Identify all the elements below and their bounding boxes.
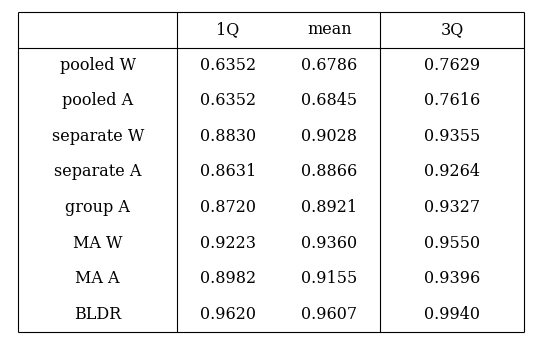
Text: 0.9028: 0.9028	[301, 128, 357, 145]
Text: 0.9327: 0.9327	[424, 199, 480, 216]
Text: 0.8720: 0.8720	[200, 199, 256, 216]
Text: 0.6352: 0.6352	[200, 93, 256, 109]
Text: pooled A: pooled A	[62, 93, 133, 109]
Text: 0.9940: 0.9940	[424, 306, 480, 323]
Text: 0.9607: 0.9607	[301, 306, 357, 323]
Text: 0.8866: 0.8866	[301, 163, 357, 181]
Text: 0.8982: 0.8982	[200, 270, 256, 287]
Text: 0.9360: 0.9360	[301, 235, 357, 251]
Text: BLDR: BLDR	[74, 306, 121, 323]
Text: 0.9355: 0.9355	[424, 128, 480, 145]
Text: 0.9620: 0.9620	[200, 306, 256, 323]
Text: 0.8830: 0.8830	[200, 128, 256, 145]
Text: 0.7616: 0.7616	[424, 93, 480, 109]
Text: separate A: separate A	[54, 163, 141, 181]
Text: MA A: MA A	[75, 270, 120, 287]
Text: MA W: MA W	[73, 235, 122, 251]
Text: 0.6786: 0.6786	[301, 57, 357, 74]
Text: 0.9264: 0.9264	[424, 163, 480, 181]
Text: 0.8921: 0.8921	[301, 199, 357, 216]
Text: 1Q: 1Q	[216, 21, 240, 38]
Text: mean: mean	[307, 21, 352, 38]
Text: 0.6845: 0.6845	[301, 93, 357, 109]
Text: pooled W: pooled W	[60, 57, 136, 74]
Text: 0.6352: 0.6352	[200, 57, 256, 74]
Text: 0.9550: 0.9550	[424, 235, 480, 251]
Text: group A: group A	[65, 199, 130, 216]
Text: 0.9223: 0.9223	[200, 235, 256, 251]
Text: 0.9155: 0.9155	[301, 270, 357, 287]
Text: 3Q: 3Q	[440, 21, 463, 38]
Text: 0.9396: 0.9396	[424, 270, 480, 287]
Text: separate W: separate W	[51, 128, 144, 145]
Text: 0.7629: 0.7629	[424, 57, 480, 74]
Text: 0.8631: 0.8631	[200, 163, 256, 181]
